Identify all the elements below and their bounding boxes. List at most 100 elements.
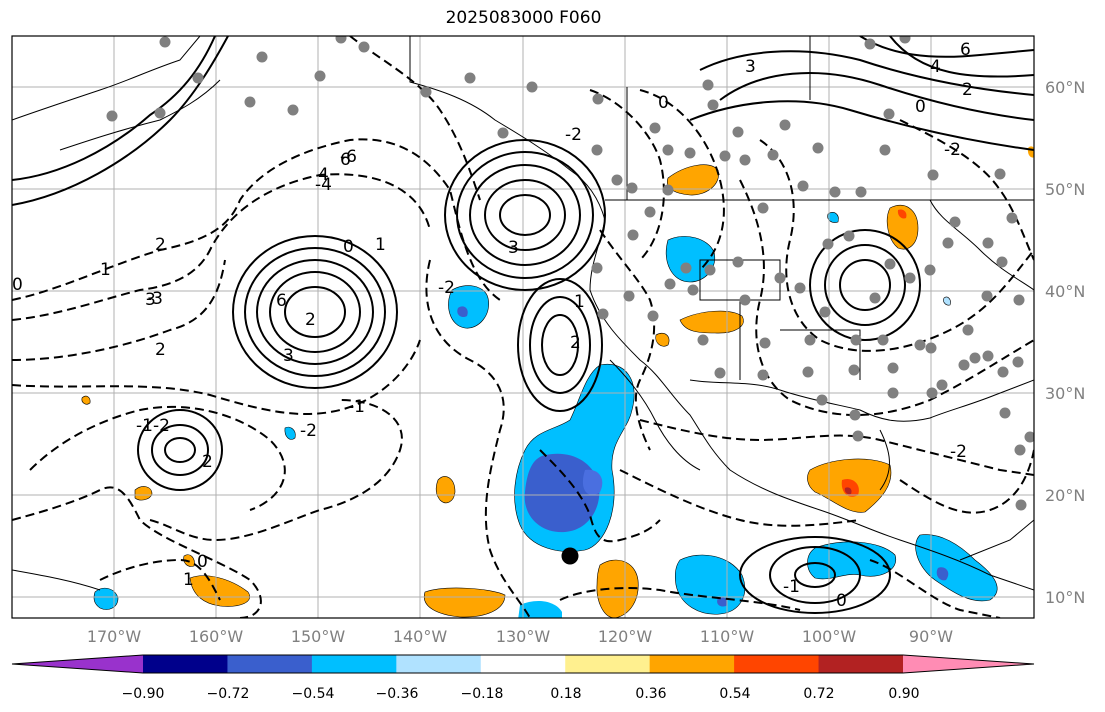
colorbar-tick-label: 0.72 xyxy=(803,686,834,702)
station-dot xyxy=(647,310,659,322)
station-dot xyxy=(802,366,814,378)
station-dot xyxy=(1012,356,1024,368)
contour-label: 2 xyxy=(155,340,166,360)
contour-label: -2 xyxy=(153,416,170,436)
station-dot xyxy=(335,36,347,44)
station-dot xyxy=(256,51,268,63)
station-dot xyxy=(664,278,676,290)
longitude-labels: 170°W 160°W 150°W 140°W 130°W 120°W 110°… xyxy=(87,627,953,646)
station-dot xyxy=(1006,212,1018,224)
contour-label: 3 xyxy=(508,238,519,258)
station-dot xyxy=(899,36,911,44)
station-dot xyxy=(707,99,719,111)
station-dot xyxy=(591,262,603,274)
contour-label: 4 xyxy=(930,57,941,77)
station-dot xyxy=(591,144,603,156)
lat-label: 20°N xyxy=(1045,486,1085,505)
lat-label: 40°N xyxy=(1045,282,1085,301)
station-dot xyxy=(1013,294,1025,306)
station-dot xyxy=(420,86,432,98)
contour-label: 1 xyxy=(100,260,111,280)
lon-label: 120°W xyxy=(598,627,653,646)
station-dot xyxy=(925,342,937,354)
lon-label: 90°W xyxy=(909,627,953,646)
contour-label: 0 xyxy=(197,552,208,572)
colorbar-extend-max xyxy=(903,655,1034,673)
colorbar-segment xyxy=(734,655,820,673)
lat-label: 10°N xyxy=(1045,588,1085,607)
colorbar-segment xyxy=(565,655,651,673)
station-dot xyxy=(1015,499,1027,511)
station-dot xyxy=(812,142,824,154)
contour-label: -1 xyxy=(348,397,365,417)
station-dot xyxy=(958,359,970,371)
station-dot xyxy=(816,394,828,406)
contour-label: -4 xyxy=(315,175,332,195)
contour-label: 4 xyxy=(318,165,329,185)
colorbar-tick-label: −0.54 xyxy=(292,686,335,702)
station-dot xyxy=(822,238,834,250)
station-dot xyxy=(819,306,831,318)
station-dot xyxy=(904,272,916,284)
lon-label: 140°W xyxy=(393,627,448,646)
station-dot xyxy=(794,282,806,294)
contour-label: 0 xyxy=(658,93,669,113)
station-dot xyxy=(244,96,256,108)
plot-frame xyxy=(11,35,1035,619)
contour-label: 2 xyxy=(962,80,973,100)
colorbar-segment xyxy=(480,655,566,673)
station-dot xyxy=(662,184,674,196)
station-dot xyxy=(314,70,326,82)
contour-label: 0 xyxy=(343,237,354,257)
contour-label: -2 xyxy=(300,421,317,441)
station-dot xyxy=(982,350,994,362)
contour-label: -2 xyxy=(438,278,455,298)
station-dot xyxy=(936,379,948,391)
contour-label: 6 xyxy=(276,291,287,311)
colorbar-segment xyxy=(396,655,482,673)
storm-center-marker xyxy=(561,547,579,565)
lon-label: 110°W xyxy=(700,627,755,646)
station-dot xyxy=(849,409,861,421)
lon-label: 160°W xyxy=(189,627,244,646)
station-dot xyxy=(287,104,299,116)
lat-label: 30°N xyxy=(1045,384,1085,403)
station-dot xyxy=(996,256,1008,268)
station-dot xyxy=(883,108,895,120)
station-dot xyxy=(662,144,674,156)
station-dot xyxy=(850,334,862,346)
station-dot xyxy=(704,264,716,276)
lat-label: 50°N xyxy=(1045,180,1085,199)
station-dot xyxy=(739,154,751,166)
contour-label: -3 xyxy=(146,289,163,309)
station-dot xyxy=(154,107,166,119)
colorbar-segment xyxy=(818,655,904,673)
station-dot xyxy=(981,290,993,302)
station-dot xyxy=(852,430,864,442)
station-dot xyxy=(714,367,726,379)
station-dot xyxy=(884,258,896,270)
station-dot xyxy=(719,150,731,162)
contour-label: 1 xyxy=(375,235,386,255)
lon-label: 130°W xyxy=(496,627,551,646)
station-dot xyxy=(848,364,860,376)
station-dot xyxy=(949,216,961,228)
station-dot xyxy=(1024,431,1034,443)
station-dot xyxy=(942,237,954,249)
station-dot xyxy=(829,186,841,198)
station-dot xyxy=(969,352,981,364)
station-dot xyxy=(626,182,638,194)
dashed-contours xyxy=(12,36,1034,618)
map-title: 2025083000 F060 xyxy=(445,8,602,28)
latitude-labels: 60°N 50°N 40°N 30°N 20°N 10°N xyxy=(1045,78,1085,607)
station-dot xyxy=(869,292,881,304)
contour-label: 2 xyxy=(305,310,316,330)
contour-label: 1 xyxy=(183,570,194,590)
contour-label: -2 xyxy=(950,442,967,462)
contour-label: 0 xyxy=(12,275,23,295)
colorbar-tick-label: 0.54 xyxy=(719,686,750,702)
station-dot xyxy=(592,93,604,105)
station-dot xyxy=(192,72,204,84)
station-dot xyxy=(982,237,994,249)
